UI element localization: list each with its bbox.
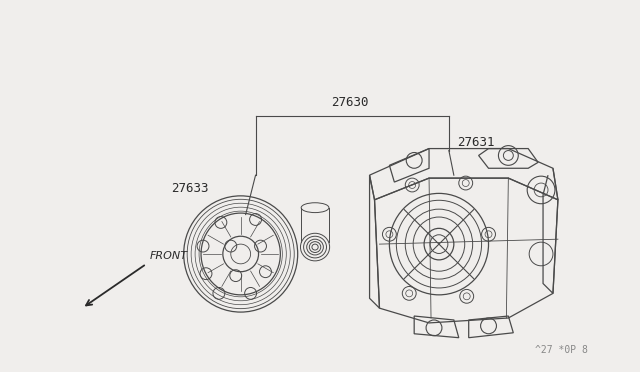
Text: 27633: 27633	[172, 182, 209, 195]
Text: FRONT: FRONT	[150, 251, 188, 261]
Text: 27631: 27631	[457, 135, 494, 148]
Text: 27630: 27630	[331, 96, 369, 109]
Text: ^27 *0P 8: ^27 *0P 8	[535, 346, 588, 355]
